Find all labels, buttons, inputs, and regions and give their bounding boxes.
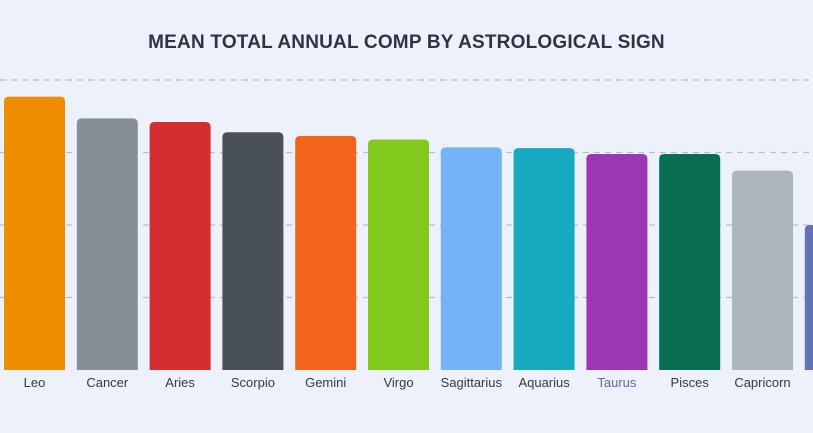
bar-leo [4,96,65,371]
bar-partial [804,225,813,370]
bar-capricorn [732,170,793,370]
bar-taurus [586,153,648,370]
category-label: Gemini [305,375,346,390]
bar-gemini [295,135,357,370]
bar-scorpio [222,132,284,370]
chart-title: MEAN TOTAL ANNUAL COMP BY ASTROLOGICAL S… [148,32,665,53]
category-label: Aries [165,375,195,390]
category-label: Taurus [597,375,637,390]
category-label: Cancer [86,375,129,390]
category-labels: Leo Cancer Aries Scorpio Gemini Virgo Sagittar… [24,375,791,390]
category-label: Sagittarius [441,375,503,390]
bar-pisces [659,153,721,370]
category-label: Virgo [383,375,413,390]
bar-virgo [368,139,429,370]
bars [4,96,813,371]
category-label: Aquarius [518,375,570,390]
bar-aries [149,122,211,370]
category-label: Leo [24,375,46,390]
category-label: Scorpio [231,375,275,390]
category-label: Pisces [671,375,710,390]
category-label: Capricorn [734,375,790,390]
bar-sagittarius [440,147,502,370]
bar-cancer [76,118,138,370]
bar-aquarius [513,148,575,370]
